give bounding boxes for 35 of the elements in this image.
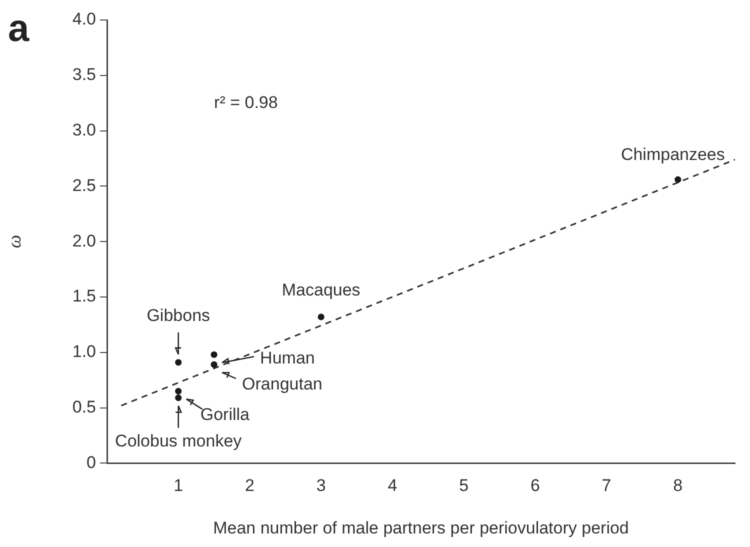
x-tick-label: 6 [530,476,540,496]
x-tick-label: 4 [388,476,398,496]
annotation: r² = 0.98 [214,92,278,112]
point [175,394,182,402]
x-tick-label: 3 [316,476,326,496]
x-tick-label: 5 [459,476,469,496]
point [175,359,182,366]
y-tick-label: 2.5 [72,176,96,195]
annotation: Orangutan [242,374,322,394]
annotation: Gorilla [200,404,250,424]
y-tick-label: 4.0 [72,10,96,29]
annotation: Gibbons [146,306,210,326]
y-tick-label: 0 [86,452,96,472]
x-tick-label: 8 [673,476,683,496]
annotation: Human [260,348,315,368]
x-axis-title: Mean number of male partners per periovulatory period [213,518,629,538]
y-tick-label: 2.0 [72,231,96,250]
y-tick-label: 1.5 [72,286,96,306]
point [210,361,218,368]
point [210,351,218,358]
annotation: Colobus monkey [115,432,242,451]
y-tick-label: 3.0 [72,120,96,140]
y-tick-label: 3.5 [72,65,96,84]
point [175,388,182,394]
x-tick-label: 7 [602,476,612,496]
y-tick-label: 0.5 [72,397,96,416]
point [318,314,324,320]
y-tick-label: 1.0 [72,342,96,362]
annotation: Chimpanzees [620,145,725,164]
annotation: Macaques [282,280,360,300]
point [674,176,682,183]
text: a [8,8,30,51]
x-tick-label: 2 [244,476,254,496]
y-axis-title: ω [4,234,26,248]
x-tick-label: 1 [174,476,184,496]
